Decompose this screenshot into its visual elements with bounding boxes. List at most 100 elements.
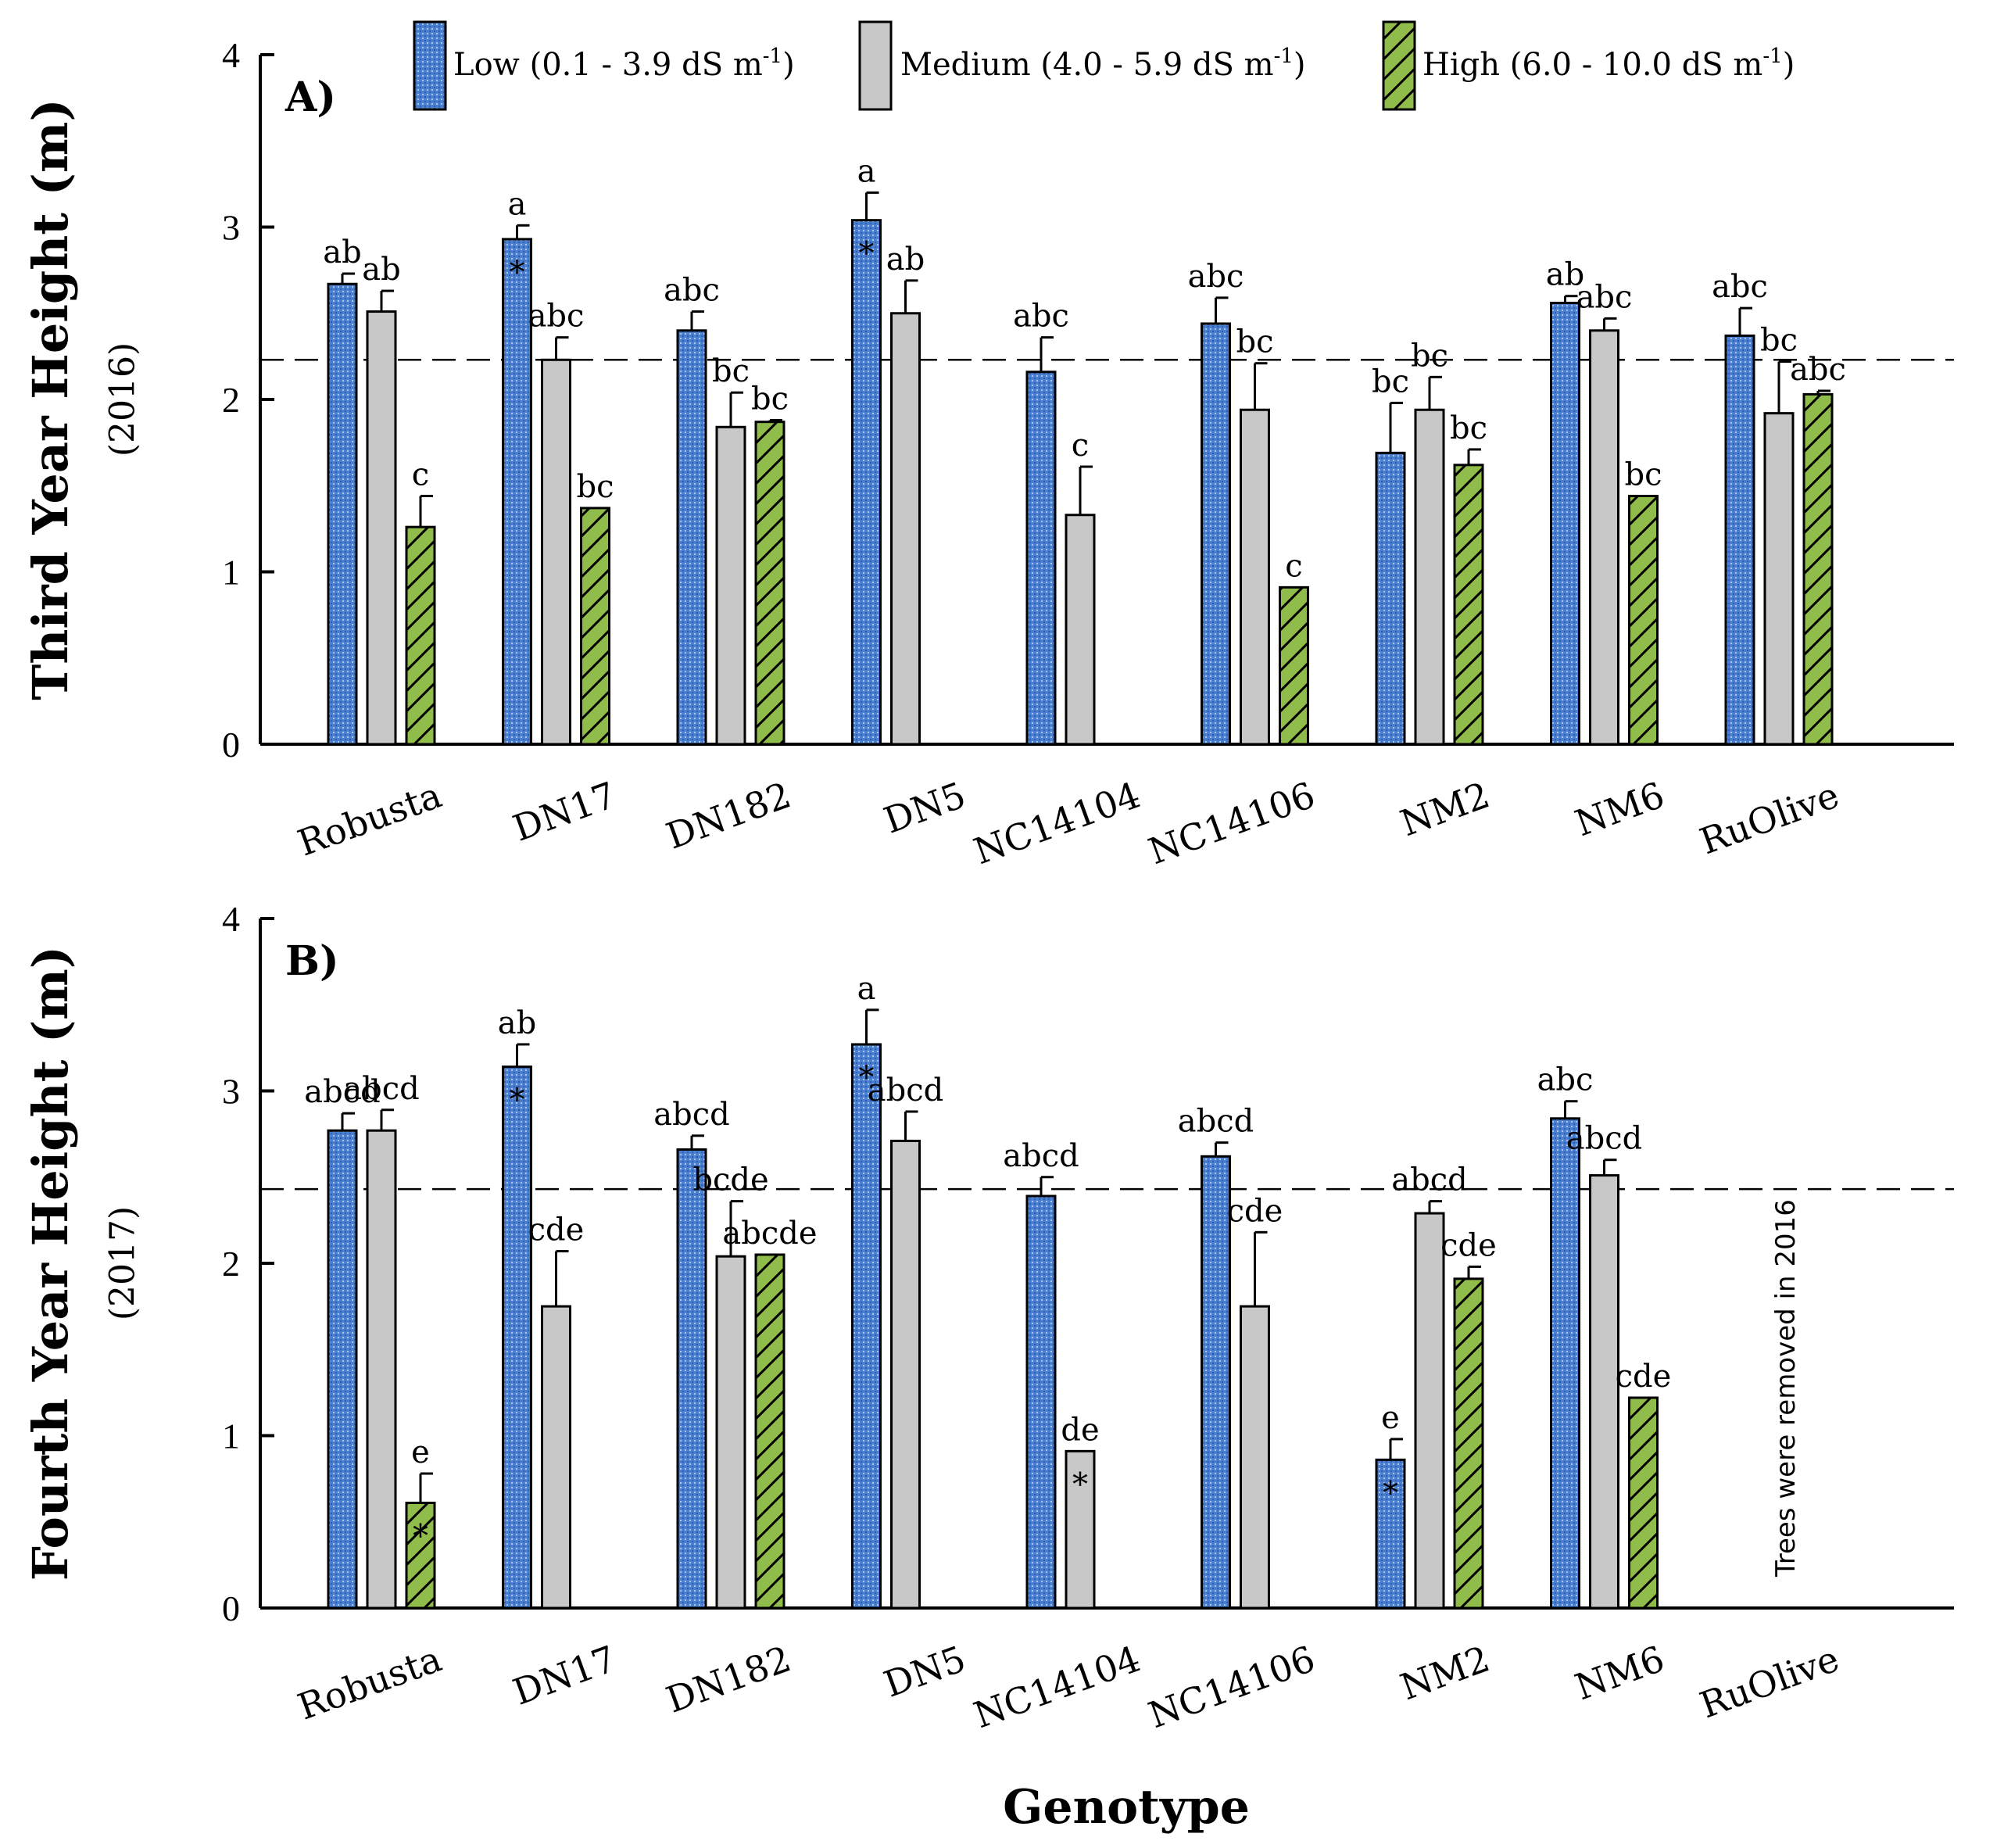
bar-low <box>1375 451 1406 746</box>
category-label: NM2 <box>1395 774 1495 845</box>
panel-a: 0 1 2 3 4 A) Third Year Height (m) (2016) Robust… <box>22 35 1954 872</box>
significance-letter: bc <box>1760 322 1798 358</box>
significance-letter: ab <box>362 252 400 288</box>
bar-medium <box>1589 1174 1619 1610</box>
significance-letter: abcde <box>722 1216 817 1252</box>
y-tick-label: 0 <box>222 1588 240 1628</box>
category-label: DN17 <box>507 1638 621 1714</box>
significance-letter: bc <box>1450 410 1487 446</box>
bar-high <box>1279 586 1309 746</box>
significance-letter: c <box>1072 428 1089 464</box>
significance-letter: c <box>412 457 429 492</box>
significance-letter: ab <box>323 235 361 270</box>
significance-letter: cde <box>528 1212 585 1248</box>
bar-low <box>1375 1458 1406 1610</box>
significance-letter: abcd <box>1003 1138 1079 1174</box>
significance-letter: abc <box>1188 259 1244 295</box>
bar-low <box>502 1065 532 1610</box>
legend-label-medium: Medium (4.0 - 5.9 dS m-1) <box>900 45 1306 83</box>
bar-medium <box>890 1139 921 1610</box>
x-axis-title: Genotype <box>1003 1780 1250 1835</box>
legend-label-high: High (6.0 - 10.0 dS m-1) <box>1422 45 1795 83</box>
bar-low <box>1025 1194 1057 1610</box>
y-axis-subtitle: (2017) <box>103 1206 143 1320</box>
category-label: RuOlive <box>1694 1638 1845 1727</box>
bar-medium <box>1414 408 1445 746</box>
significance-letter: a <box>857 153 876 189</box>
significance-letter: abc <box>1013 299 1069 335</box>
significance-star: * <box>510 255 525 291</box>
significance-letter: abcd <box>343 1071 419 1107</box>
category-label: DN5 <box>879 1638 971 1706</box>
bar-medium <box>1240 408 1270 746</box>
significance-star: * <box>510 1083 525 1119</box>
significance-letter: bc <box>1624 457 1662 492</box>
panel-label: A) <box>284 73 336 121</box>
significance-star: * <box>859 236 875 272</box>
bar-low <box>676 1148 707 1610</box>
bar-medium <box>541 1305 571 1610</box>
y-axis-title: Fourth Year Height (m) <box>22 946 79 1581</box>
panel-label: B) <box>285 937 339 985</box>
bar-medium <box>1763 412 1795 746</box>
significance-letter: bc <box>1236 324 1273 360</box>
bar-low <box>1025 371 1057 746</box>
bar-medium <box>1240 1305 1270 1610</box>
bar-medium <box>366 310 397 746</box>
category-label: NC14104 <box>968 774 1146 873</box>
y-tick-label: 2 <box>222 380 240 420</box>
y-axis-title: Third Year Height (m) <box>22 98 79 700</box>
bar-medium <box>1065 514 1096 746</box>
bar-high <box>754 421 785 746</box>
significance-letter: abc <box>1576 279 1633 315</box>
category-label: NM2 <box>1395 1638 1495 1709</box>
significance-letter: a <box>857 971 876 1007</box>
category-label: NC14106 <box>1143 774 1320 873</box>
bar-high <box>754 1253 785 1610</box>
bar-high <box>1453 1277 1484 1610</box>
bar-high <box>1802 392 1834 746</box>
category-label: DN182 <box>660 1638 796 1721</box>
bar-medium <box>366 1129 397 1610</box>
category-label: RuOlive <box>1694 774 1845 863</box>
bar-low <box>1724 334 1755 746</box>
category-label: Robusta <box>292 1638 447 1728</box>
bar-high <box>1453 464 1484 746</box>
significance-letter: c <box>1285 548 1302 584</box>
significance-letter: abc <box>664 273 720 309</box>
significance-letter: abcd <box>1178 1104 1254 1140</box>
significance-letter: de <box>1061 1412 1099 1448</box>
bar-low <box>676 329 707 746</box>
bar-low <box>327 282 358 746</box>
significance-letter: abcd <box>1566 1121 1642 1157</box>
significance-letter: cde <box>1440 1227 1497 1263</box>
significance-letter: ab <box>886 242 925 278</box>
bar-medium <box>1414 1212 1445 1610</box>
panel-b: 0 1 2 3 4 B) Fourth Year Height (m) (2017) Robus… <box>22 899 1954 1736</box>
bar-high <box>1628 1396 1659 1610</box>
removed-trees-note: Trees were removed in 2016 <box>1770 1199 1802 1578</box>
bar-high <box>1628 494 1659 746</box>
significance-letter: abc <box>1537 1062 1594 1098</box>
y-tick-label: 3 <box>222 208 240 248</box>
bar-medium <box>715 1255 746 1610</box>
y-tick-label: 3 <box>222 1072 240 1112</box>
category-label: NM6 <box>1569 1638 1669 1709</box>
significance-letter: abcd <box>868 1073 943 1108</box>
bar-high <box>580 507 610 746</box>
significance-letter: cde <box>1616 1359 1672 1395</box>
y-tick-label: 1 <box>222 1416 240 1456</box>
y-axis-subtitle: (2016) <box>103 342 143 457</box>
bar-low <box>1550 302 1580 746</box>
significance-letter: bc <box>1372 364 1409 399</box>
legend: Low (0.1 - 3.9 dS m-1) Medium (4.0 - 5.9… <box>413 20 1795 111</box>
significance-letter: abcd <box>653 1097 729 1133</box>
category-label: Robusta <box>292 774 447 865</box>
bar-high <box>405 525 436 746</box>
category-label: DN17 <box>507 774 621 850</box>
legend-swatch-medium <box>858 20 893 111</box>
significance-letter: a <box>508 186 527 222</box>
bar-low <box>502 238 532 746</box>
bar-medium <box>541 358 571 746</box>
